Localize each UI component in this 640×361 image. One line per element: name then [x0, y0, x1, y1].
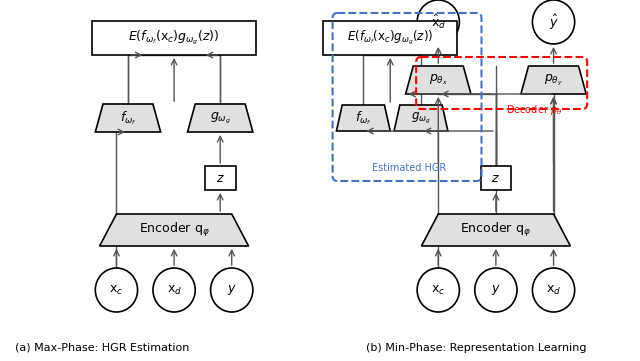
Text: $p_{\theta_x}$: $p_{\theta_x}$ [429, 73, 448, 87]
Text: $\mathrm{x}_d$: $\mathrm{x}_d$ [166, 283, 182, 296]
Text: $g_{\omega_g}$: $g_{\omega_g}$ [210, 110, 230, 126]
FancyBboxPatch shape [205, 166, 236, 190]
Circle shape [211, 268, 253, 312]
Text: Decoder $p_\theta$: Decoder $p_\theta$ [506, 103, 563, 117]
Text: $z$: $z$ [492, 171, 500, 184]
Text: $E(f_{\omega_f}(\mathrm{x}_c)g_{\omega_g}(z))$: $E(f_{\omega_f}(\mathrm{x}_c)g_{\omega_g… [128, 29, 220, 47]
FancyBboxPatch shape [481, 166, 511, 190]
Circle shape [532, 268, 575, 312]
Polygon shape [337, 105, 390, 131]
Polygon shape [95, 104, 161, 132]
Polygon shape [394, 105, 448, 131]
Polygon shape [188, 104, 253, 132]
Text: (b) Min-Phase: Representation Learning: (b) Min-Phase: Representation Learning [367, 343, 587, 353]
Text: $\mathrm{x}_c$: $\mathrm{x}_c$ [431, 283, 445, 296]
Text: $y$: $y$ [491, 283, 501, 297]
Text: $z$: $z$ [216, 171, 225, 184]
Text: $g_{\omega_g}$: $g_{\omega_g}$ [411, 110, 431, 126]
Circle shape [475, 268, 517, 312]
Text: Estimated HGR: Estimated HGR [372, 163, 447, 173]
Text: (a) Max-Phase: HGR Estimation: (a) Max-Phase: HGR Estimation [15, 343, 189, 353]
Text: Encoder $\mathrm{q}_\varphi$: Encoder $\mathrm{q}_\varphi$ [139, 221, 209, 239]
Text: $\mathrm{x}_d$: $\mathrm{x}_d$ [546, 283, 561, 296]
Text: $y$: $y$ [227, 283, 237, 297]
Polygon shape [406, 66, 471, 94]
Circle shape [532, 0, 575, 44]
Polygon shape [100, 214, 248, 246]
Text: $\hat{y}$: $\hat{y}$ [548, 13, 559, 31]
Circle shape [95, 268, 138, 312]
Text: $p_{\theta_y}$: $p_{\theta_y}$ [544, 73, 563, 88]
Text: $\mathrm{x}_c$: $\mathrm{x}_c$ [109, 283, 124, 296]
Circle shape [417, 0, 460, 44]
Polygon shape [521, 66, 586, 94]
Circle shape [417, 268, 460, 312]
Polygon shape [422, 214, 570, 246]
Circle shape [153, 268, 195, 312]
FancyBboxPatch shape [323, 21, 458, 55]
Text: $f_{\omega_f}$: $f_{\omega_f}$ [355, 109, 372, 127]
Text: Encoder $\mathrm{q}_\varphi$: Encoder $\mathrm{q}_\varphi$ [461, 221, 531, 239]
FancyBboxPatch shape [92, 21, 256, 55]
Text: $\hat{\mathrm{x}}_d$: $\hat{\mathrm{x}}_d$ [431, 13, 446, 31]
Text: $f_{\omega_f}$: $f_{\omega_f}$ [120, 109, 136, 127]
Text: $E(f_{\omega_f}(\mathrm{x}_c)g_{\omega_g}(z))$: $E(f_{\omega_f}(\mathrm{x}_c)g_{\omega_g… [347, 29, 433, 47]
